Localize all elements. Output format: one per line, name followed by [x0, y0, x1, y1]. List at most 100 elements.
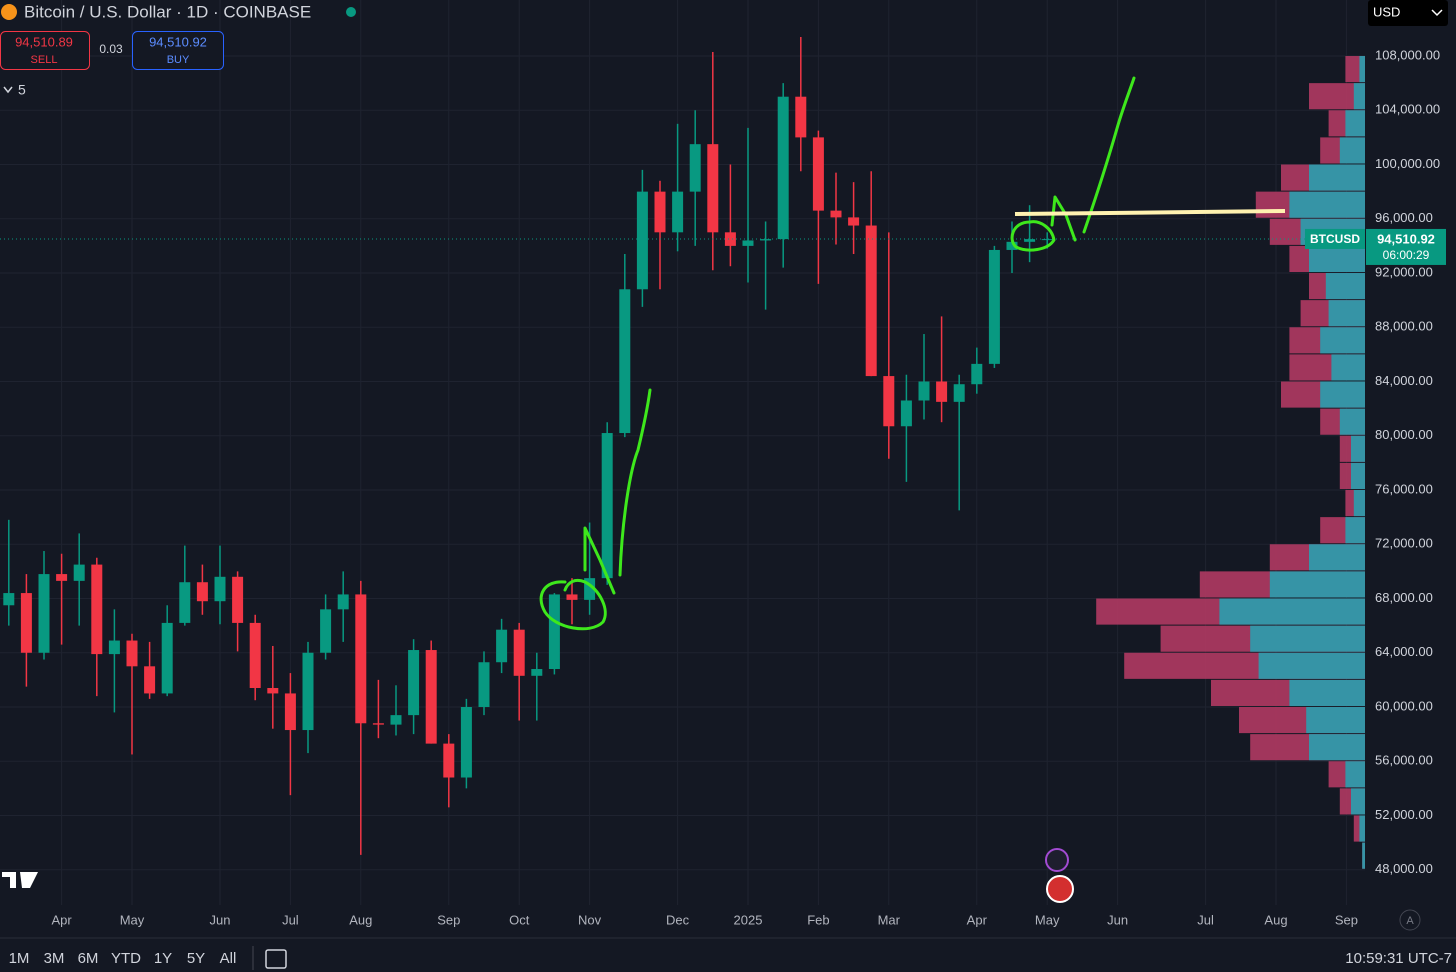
- sell-button[interactable]: [0, 31, 90, 70]
- event-icon[interactable]: [1045, 848, 1069, 872]
- y-tick-label: 92,000.00: [1375, 264, 1433, 279]
- candle-body: [460, 706, 472, 778]
- candle-body: [760, 239, 772, 241]
- candle-body: [496, 629, 508, 663]
- candle-body: [372, 723, 384, 725]
- y-tick-label: 84,000.00: [1375, 373, 1433, 388]
- candle-body: [830, 210, 842, 218]
- profile-bar: [1289, 679, 1365, 706]
- y-tick-label: 52,000.00: [1375, 807, 1433, 822]
- x-tick-label: Apr: [967, 912, 988, 927]
- candle-body: [795, 96, 807, 138]
- x-tick-label: Aug: [1264, 912, 1287, 927]
- currency-select[interactable]: [1368, 0, 1448, 26]
- price-tag-label: 94,510.92: [1377, 231, 1435, 246]
- profile-bar: [1289, 191, 1365, 218]
- profile-bar: [1351, 435, 1365, 462]
- candle-body: [91, 564, 103, 655]
- profile-bar: [1306, 706, 1365, 734]
- candle-body: [302, 652, 314, 731]
- candle-body: [531, 669, 543, 676]
- candle-body: [672, 191, 684, 233]
- candle-body: [73, 564, 85, 581]
- candle-body: [900, 400, 912, 427]
- toolbar: 1M 3M 6M YTD 1Y 5Y All: [9, 950, 237, 967]
- axes: 48,000.00 52,000.00 56,000.00 60,000.00 64,0…: [51, 47, 1446, 927]
- indicator-count: 5: [18, 82, 26, 98]
- dropdown-icon: [1431, 9, 1443, 17]
- candle-body: [654, 191, 666, 233]
- profile-bar: [1250, 625, 1365, 652]
- profile-bar: [1359, 56, 1365, 83]
- buy-button[interactable]: [132, 31, 224, 70]
- x-tick-label: Sep: [437, 912, 460, 927]
- volume-profile: [1096, 56, 1365, 869]
- symbol-tag: [1305, 228, 1365, 249]
- event-icon[interactable]: [1046, 875, 1074, 903]
- candle-body: [1006, 241, 1018, 250]
- profile-bar: [1258, 652, 1365, 679]
- x-tick-label: Sep: [1335, 912, 1358, 927]
- candle-body: [1024, 239, 1036, 242]
- candle-body: [196, 582, 208, 602]
- symbol-tag-label: BTCUSD: [1310, 232, 1360, 246]
- collapse-icon[interactable]: [3, 86, 13, 94]
- candle-body: [179, 582, 191, 623]
- profile-bar: [1339, 137, 1365, 164]
- date-range-icon[interactable]: [265, 949, 287, 969]
- arrow-mark: [1082, 76, 1136, 234]
- candle-body: [232, 576, 244, 623]
- range-button[interactable]: 1M: [9, 950, 30, 967]
- candle-body: [390, 715, 402, 725]
- candle-body: [320, 609, 332, 653]
- candle-body: [812, 137, 824, 211]
- candle-body: [214, 576, 226, 602]
- auto-button[interactable]: [1399, 909, 1421, 931]
- y-tick-label: 104,000.00: [1375, 102, 1440, 117]
- y-tick-label: 80,000.00: [1375, 427, 1433, 442]
- candle-body: [953, 384, 965, 402]
- candle-body: [584, 578, 596, 600]
- profile-bar: [1320, 381, 1365, 408]
- candle-body: [425, 650, 437, 744]
- candle-body: [883, 376, 895, 427]
- candle-body: [689, 144, 701, 192]
- candle-body: [443, 743, 455, 778]
- profile-bar: [1359, 815, 1365, 842]
- countdown: 06:00:29: [1383, 248, 1430, 262]
- candle-body: [355, 594, 367, 724]
- range-button[interactable]: 5Y: [187, 950, 205, 967]
- y-tick-label: 88,000.00: [1375, 319, 1433, 334]
- profile-bar: [1353, 83, 1365, 110]
- arrow-mark: [618, 388, 652, 577]
- auto-label: A: [1406, 915, 1414, 927]
- candle-body: [408, 650, 420, 716]
- range-button[interactable]: 6M: [78, 950, 99, 967]
- range-button[interactable]: YTD: [111, 950, 141, 967]
- candle-body: [337, 594, 349, 610]
- circle-mark: [1010, 220, 1056, 252]
- x-tick-label: Mar: [878, 912, 901, 927]
- y-tick-label: 68,000.00: [1375, 590, 1433, 605]
- range-button[interactable]: All: [220, 950, 237, 967]
- candle-body: [777, 96, 789, 240]
- profile-bar: [1345, 517, 1365, 544]
- candle-body: [3, 593, 15, 606]
- range-button[interactable]: 1Y: [154, 950, 172, 967]
- x-tick-label: Nov: [578, 912, 602, 927]
- profile-bar: [1309, 544, 1365, 571]
- range-button[interactable]: 3M: [44, 950, 65, 967]
- y-tick-label: 108,000.00: [1375, 47, 1440, 62]
- x-tick-label: Feb: [807, 912, 829, 927]
- candle-body: [267, 688, 279, 694]
- sell-label: SELL: [31, 54, 58, 66]
- candle-body: [1041, 239, 1053, 241]
- arrow-mark: [1050, 195, 1077, 242]
- profile-bar: [1219, 598, 1365, 625]
- x-tick-label: Jul: [1197, 912, 1214, 927]
- profile-bar: [1353, 489, 1365, 517]
- candle-body: [988, 249, 1000, 364]
- circle-mark: [539, 578, 607, 631]
- candle-body: [619, 289, 631, 434]
